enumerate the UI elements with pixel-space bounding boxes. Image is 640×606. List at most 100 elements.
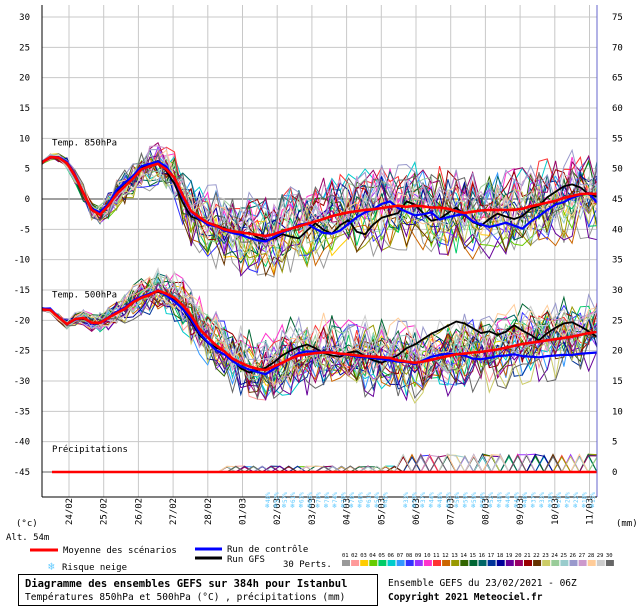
x-tick-label: 04/03 bbox=[343, 498, 353, 525]
pert-swatch bbox=[414, 560, 423, 566]
pert-number: 25 bbox=[560, 553, 567, 559]
snow-icon: ❄ bbox=[556, 502, 560, 510]
legend-mean-label: Moyenne des scénarios bbox=[63, 545, 177, 556]
pert-number: 08 bbox=[406, 553, 413, 559]
y-right-tick-label: 5 bbox=[612, 438, 617, 448]
precip-perturbation-line bbox=[42, 453, 597, 474]
x-tick-label: 10/03 bbox=[551, 498, 561, 525]
snow-icon: ❄ bbox=[522, 502, 526, 510]
snow-icon: ❄ bbox=[590, 502, 594, 510]
perturbation-line bbox=[41, 285, 598, 400]
snow-icon: ❄ bbox=[299, 502, 303, 510]
x-tick-label: 28/02 bbox=[204, 498, 214, 525]
y-left-tick-label: 0 bbox=[25, 195, 30, 205]
snow-risk-mark: ❄63% bbox=[299, 492, 306, 510]
y-left-tick-label: 20 bbox=[19, 74, 30, 84]
snow-icon: ❄ bbox=[403, 502, 407, 510]
y-right-tick-label: 75 bbox=[612, 13, 623, 23]
snow-risk-label: 44% bbox=[514, 492, 521, 503]
snow-icon: ❄ bbox=[383, 502, 387, 510]
right-unit-label: (mm) bbox=[616, 519, 638, 529]
x-tick-label: 06/03 bbox=[412, 498, 422, 525]
pert-swatch bbox=[578, 560, 587, 566]
pert-swatch bbox=[351, 560, 360, 566]
pert-swatch bbox=[387, 560, 396, 566]
snow-icon: ❄ bbox=[374, 502, 378, 510]
y-left-tick-label: -45 bbox=[14, 468, 30, 478]
pert-number: 13 bbox=[451, 553, 458, 559]
snow-risk-mark: ❄44% bbox=[514, 492, 521, 510]
snow-icon: ❄ bbox=[412, 502, 416, 510]
snow-icon: ❄ bbox=[332, 502, 336, 510]
perturbation-line bbox=[41, 280, 598, 386]
pert-number: 24 bbox=[551, 553, 558, 559]
pert-swatch bbox=[551, 560, 560, 566]
snow-risk-mark: ❄56% bbox=[480, 492, 487, 510]
snow-risk-mark: ❄44% bbox=[505, 492, 512, 510]
pert-number: 12 bbox=[442, 553, 449, 559]
snow-icon: ❄ bbox=[582, 502, 586, 510]
pert-number: 27 bbox=[579, 553, 586, 559]
snow-risk-label: 30% bbox=[548, 492, 555, 503]
snow-icon: ❄ bbox=[357, 502, 361, 510]
pert-number: 09 bbox=[415, 553, 422, 559]
pert-swatch bbox=[487, 560, 496, 566]
snow-icon: ❄ bbox=[463, 502, 467, 510]
pert-swatch bbox=[378, 560, 387, 566]
snow-risk-label: 37% bbox=[531, 492, 538, 503]
snow-risk-label: 22% bbox=[573, 492, 580, 503]
snow-risk-mark: ❄52% bbox=[273, 492, 280, 510]
snow-risk-mark: ❄48% bbox=[437, 492, 444, 510]
legend-perts-label: 30 Perts. bbox=[283, 560, 332, 570]
y-right-tick-label: 35 bbox=[612, 256, 623, 266]
snow-risk-mark: ❄48% bbox=[265, 492, 272, 510]
snow-icon: ❄ bbox=[341, 502, 345, 510]
pert-swatch bbox=[369, 560, 378, 566]
y-right-tick-label: 50 bbox=[612, 165, 623, 175]
snow-risk-label: 37% bbox=[420, 492, 427, 503]
pert-number: 01 bbox=[342, 553, 349, 559]
snow-risk-mark: ❄59% bbox=[463, 492, 470, 510]
snow-risk-mark: ❄61% bbox=[290, 492, 297, 510]
y-right-tick-label: 45 bbox=[612, 195, 623, 205]
snow-risk-mark: ❄54% bbox=[374, 492, 381, 510]
axes bbox=[41, 5, 598, 498]
pert-swatch bbox=[342, 560, 350, 566]
perturbation-line bbox=[41, 286, 598, 404]
pert-swatch bbox=[478, 560, 487, 566]
snow-icon: ❄ bbox=[480, 502, 484, 510]
chart-title-box: Diagramme des ensembles GEFS sur 384h po… bbox=[18, 574, 378, 606]
pert-number: 02 bbox=[351, 553, 358, 559]
pert-swatch bbox=[496, 560, 505, 566]
snow-risk-label: 70% bbox=[315, 492, 322, 503]
snow-risk-label: 56% bbox=[454, 492, 461, 503]
snow-icon: ❄ bbox=[282, 502, 286, 510]
pert-number: 20 bbox=[515, 553, 522, 559]
snow-icon: ❄ bbox=[454, 502, 458, 510]
snow-risk-label: 48% bbox=[437, 492, 444, 503]
snow-risk-mark: ❄22% bbox=[573, 492, 580, 510]
x-tick-label: 11/03 bbox=[586, 498, 596, 525]
x-tick-label: 05/03 bbox=[377, 498, 387, 525]
y-right-tick-label: 40 bbox=[612, 225, 623, 235]
pert-number: 23 bbox=[542, 553, 549, 559]
pert-number: 28 bbox=[588, 553, 595, 559]
pert-swatch bbox=[469, 560, 478, 566]
y-right-tick-label: 15 bbox=[612, 377, 623, 387]
x-tick-label: 25/02 bbox=[100, 498, 110, 525]
snow-risk-label: 52% bbox=[273, 492, 280, 503]
pert-number: 06 bbox=[388, 553, 395, 559]
legend-gfs-label: Run GFS bbox=[227, 555, 265, 565]
panel-label-t850: Temp. 850hPa bbox=[52, 139, 117, 149]
pert-number: 07 bbox=[397, 553, 404, 559]
perturbation-line bbox=[41, 148, 598, 243]
y-left-tick-label: 30 bbox=[19, 13, 30, 23]
y-right-tick-label: 0 bbox=[612, 468, 617, 478]
x-tick-label: 01/03 bbox=[239, 498, 249, 525]
y-right-tick-label: 25 bbox=[612, 316, 623, 326]
pert-swatch bbox=[451, 560, 460, 566]
y-right-tick-label: 30 bbox=[612, 286, 623, 296]
snow-risk-mark: ❄66% bbox=[357, 492, 364, 510]
snow-risk-mark: ❄57% bbox=[282, 492, 289, 510]
